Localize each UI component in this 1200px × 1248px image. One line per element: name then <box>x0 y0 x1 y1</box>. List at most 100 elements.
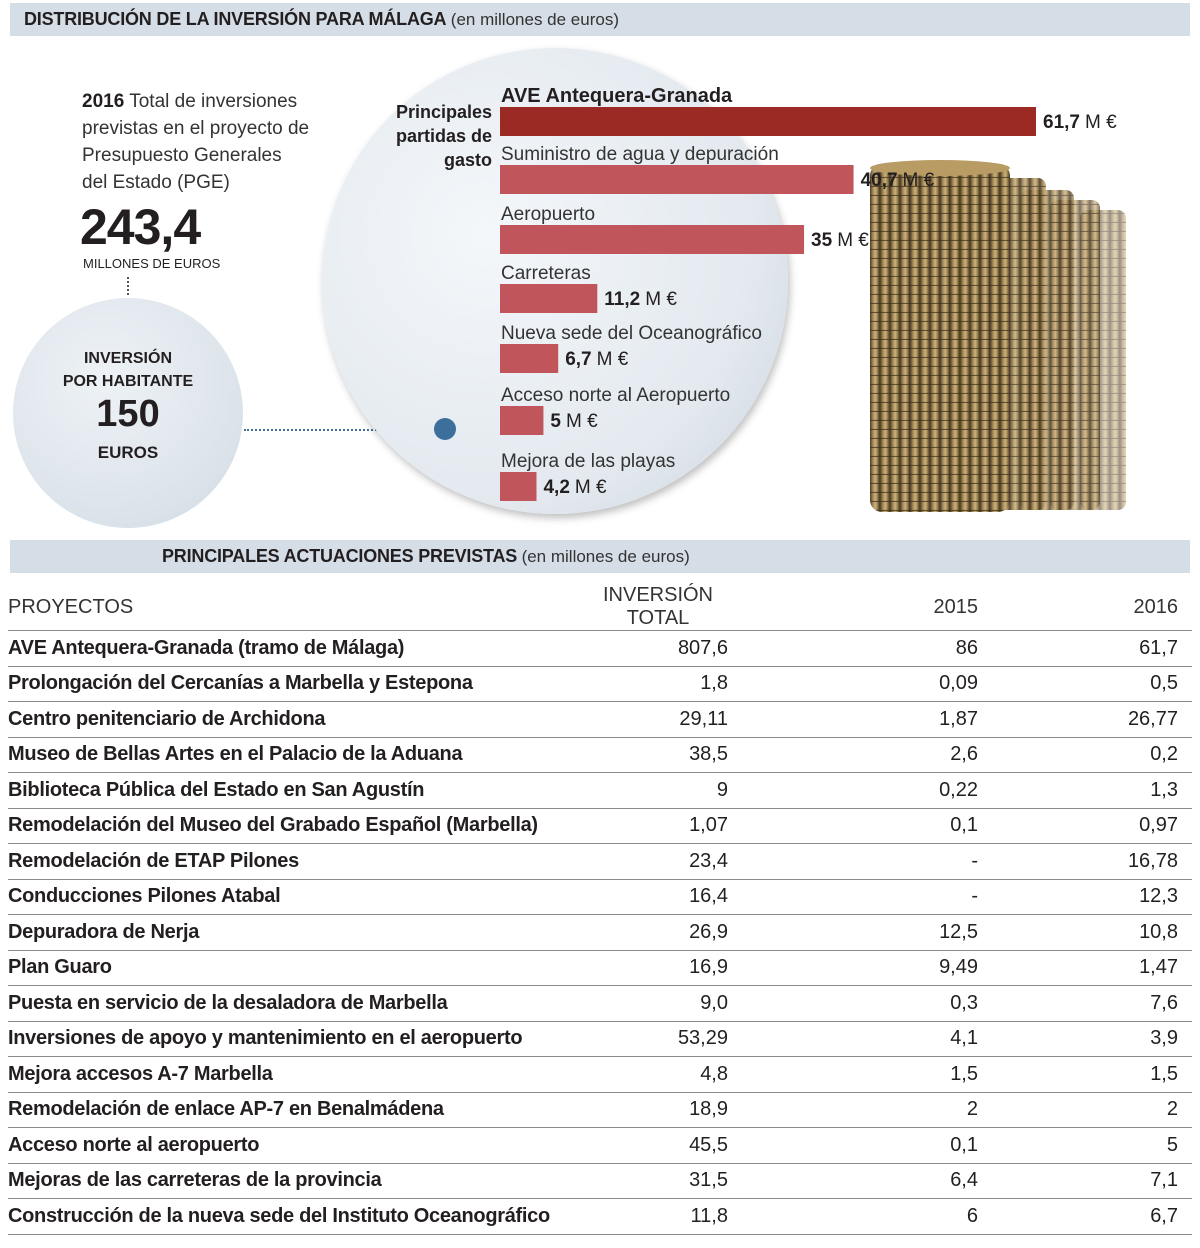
total-investment-cell: 807,6 <box>588 630 728 666</box>
total-investment-cell: 1,07 <box>588 807 728 844</box>
table-row: Construcción de la nueva sede del Instit… <box>8 1198 1192 1235</box>
coin-stacks-illustration <box>870 160 1126 512</box>
project-name-cell: Museo de Bellas Artes en el Palacio de l… <box>8 736 588 773</box>
bar-value-label: 6,7 M € <box>565 349 629 370</box>
bar <box>500 107 1036 136</box>
bar-value-unit: M € <box>597 349 629 370</box>
total-investment-cell: 9 <box>588 772 728 808</box>
table-row: Mejora accesos A-7 Marbella 4,8 1,5 1,5 <box>8 1056 1192 1092</box>
bar <box>500 344 559 373</box>
bar-value-number: 35 <box>811 230 833 251</box>
total-investment-cell: 16,9 <box>588 949 728 986</box>
bar-value-label: 4,2 M € <box>543 477 607 498</box>
bar <box>500 165 854 194</box>
table-row: Acceso norte al aeropuerto 45,5 0,1 5 <box>8 1127 1192 1163</box>
year-2015-cell: 0,3 <box>728 985 978 1021</box>
year-2015-cell: 0,09 <box>728 665 978 702</box>
year-2016-cell: 3,9 <box>978 1020 1192 1057</box>
summary-line-1: Total de inversiones <box>129 91 298 112</box>
year-2016-cell: 1,3 <box>978 772 1192 808</box>
project-name-cell: Inversiones de apoyo y mantenimiento en … <box>8 1020 588 1057</box>
year-2016-cell: 61,7 <box>978 630 1192 666</box>
year-2016-cell: 2 <box>978 1091 1192 1128</box>
bar-value-number: 40,7 <box>861 170 898 191</box>
per-capita-label-1: INVERSIÓN <box>83 350 172 367</box>
chart-title: Principales partidas de gasto <box>395 102 492 170</box>
total-description: 2016 Total de inversiones previstas en e… <box>82 88 342 196</box>
projects-table: PROYECTOS INVERSIÓN TOTAL 2015 2016 AVE … <box>8 584 1192 1235</box>
project-name-cell: Remodelación de enlace AP-7 en Benalmáde… <box>8 1091 588 1128</box>
year-2015-cell: 2 <box>728 1091 978 1128</box>
per-capita-unit: EUROS <box>97 443 159 462</box>
year-2016-cell: 0,97 <box>978 807 1192 844</box>
project-name-cell: Acceso norte al aeropuerto <box>8 1127 588 1163</box>
project-name-cell: Remodelación del Museo del Grabado Españ… <box>8 807 588 844</box>
year-2015-cell: 86 <box>728 630 978 666</box>
bar <box>500 284 598 313</box>
project-name-cell: AVE Antequera-Granada (tramo de Málaga) <box>8 630 588 666</box>
summary-year: 2016 <box>82 91 125 112</box>
project-name-cell: Depuradora de Nerja <box>8 914 588 950</box>
year-2016-cell: 7,6 <box>978 985 1192 1021</box>
table-row: Inversiones de apoyo y mantenimiento en … <box>8 1020 1192 1057</box>
total-investment-cell: 31,5 <box>588 1162 728 1199</box>
header-unit: (en millones de euros) <box>450 10 619 29</box>
col-header-2015: 2015 <box>933 595 979 618</box>
bar-value-unit: M € <box>566 411 598 432</box>
summary-line-2: previstas en el proyecto de <box>82 118 310 139</box>
col-header-total: INVERSIÓN TOTAL <box>602 584 714 629</box>
project-name-cell: Prolongación del Cercanías a Marbella y … <box>8 665 588 702</box>
total-investment-cell: 23,4 <box>588 843 728 879</box>
table-row: Centro penitenciario de Archidona 29,11 1,… <box>8 701 1192 737</box>
project-name-cell: Conducciones Pilones Atabal <box>8 878 588 915</box>
year-2015-cell: 12,5 <box>728 914 978 950</box>
bar-value-unit: M € <box>645 289 677 310</box>
bar <box>500 406 544 435</box>
year-2015-cell: 0,1 <box>728 807 978 844</box>
total-investment-cell: 18,9 <box>588 1091 728 1128</box>
bar-value-unit: M € <box>837 230 869 251</box>
table-row: Remodelación del Museo del Grabado Españ… <box>8 807 1192 844</box>
year-2016-cell: 6,7 <box>978 1198 1192 1235</box>
year-2016-cell: 7,1 <box>978 1162 1192 1199</box>
year-2015-cell: 2,6 <box>728 736 978 773</box>
bar-category-label: Nueva sede del Oceanográfico <box>501 323 762 344</box>
total-investment-cell: 29,11 <box>588 701 728 737</box>
project-name-cell: Remodelación de ETAP Pilones <box>8 843 588 879</box>
year-2015-cell: 4,1 <box>728 1020 978 1057</box>
year-2016-cell: 0,5 <box>978 665 1192 702</box>
table-row: Remodelación de enlace AP-7 en Benalmáde… <box>8 1091 1192 1128</box>
per-capita-value: 150 <box>96 393 160 435</box>
year-2016-cell: 26,77 <box>978 701 1192 737</box>
bar-category-label: Aeropuerto <box>501 204 595 225</box>
bar <box>500 472 537 501</box>
table-row: Museo de Bellas Artes en el Palacio de l… <box>8 736 1192 773</box>
project-name-cell: Centro penitenciario de Archidona <box>8 701 588 737</box>
year-2015-cell: 0,1 <box>728 1127 978 1163</box>
summary-line-3: Presupuesto Generales <box>82 145 282 166</box>
col-header-2016: 2016 <box>1133 595 1179 618</box>
total-investment-cell: 16,4 <box>588 878 728 915</box>
table-row: Plan Guaro 16,9 9,49 1,47 <box>8 949 1192 986</box>
table-row: Puesta en servicio de la desaladora de M… <box>8 985 1192 1021</box>
project-name-cell: Construcción de la nueva sede del Instit… <box>8 1198 588 1235</box>
table-header-row: PROYECTOS INVERSIÓN TOTAL 2015 2016 <box>8 584 1192 631</box>
year-2015-cell: 9,49 <box>728 949 978 986</box>
year-2016-cell: 0,2 <box>978 736 1192 773</box>
year-2016-cell: 12,3 <box>978 878 1192 915</box>
table-row: Remodelación de ETAP Pilones 23,4-16,78 <box>8 843 1192 879</box>
year-2015-cell: 0,22 <box>728 772 978 808</box>
per-capita-label-2: POR HABITANTE <box>62 373 194 390</box>
total-investment-cell: 4,8 <box>588 1056 728 1092</box>
table-row: Prolongación del Cercanías a Marbella y … <box>8 665 1192 702</box>
bar-category-label: Carreteras <box>501 263 591 284</box>
horizontal-connector <box>244 429 436 431</box>
bar-value-number: 5 <box>550 411 561 432</box>
vertical-connector <box>127 277 129 295</box>
year-2016-cell: 1,5 <box>978 1056 1192 1092</box>
bar-value-label: 61,7 M € <box>1043 112 1117 133</box>
total-investment-cell: 9,0 <box>588 985 728 1021</box>
table-row: AVE Antequera-Granada (tramo de Málaga) 8… <box>8 630 1192 666</box>
